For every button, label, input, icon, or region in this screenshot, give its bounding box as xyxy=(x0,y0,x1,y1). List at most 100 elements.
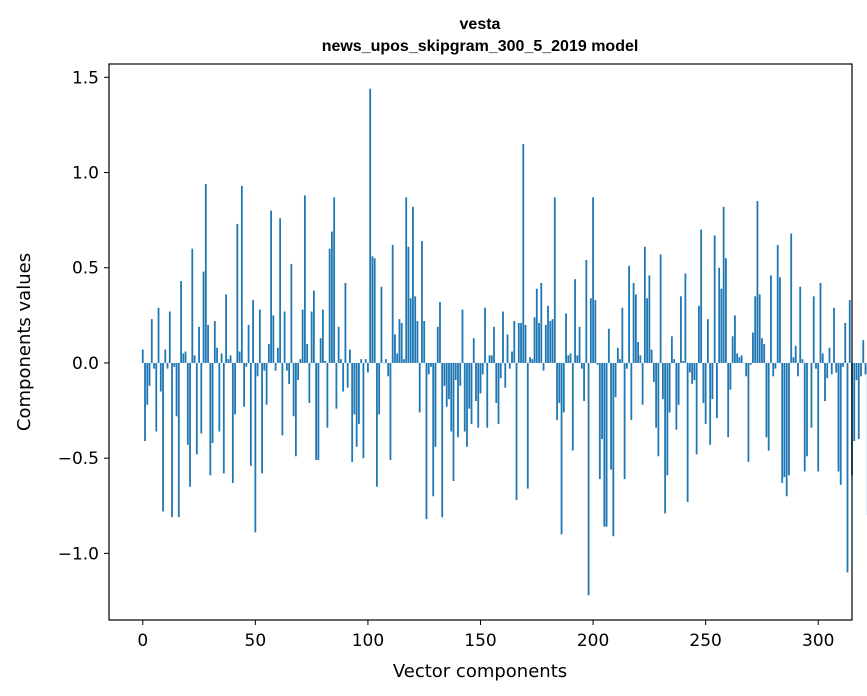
bar xyxy=(826,362,829,379)
bar xyxy=(159,362,162,392)
bar xyxy=(567,355,570,363)
bar xyxy=(684,273,687,363)
bar xyxy=(191,248,194,363)
bar xyxy=(360,359,363,363)
bar xyxy=(319,338,322,363)
bar xyxy=(544,324,547,363)
bar xyxy=(702,362,705,403)
bar xyxy=(643,246,646,363)
bar xyxy=(632,282,635,363)
bar xyxy=(623,362,626,480)
bar xyxy=(432,362,435,497)
y-tick-label: 0.0 xyxy=(72,354,99,374)
bar xyxy=(803,362,806,472)
bar xyxy=(321,309,324,363)
bar xyxy=(571,362,574,451)
bar xyxy=(155,362,158,432)
x-tick-label: 50 xyxy=(245,631,267,651)
bar xyxy=(454,362,457,381)
bar xyxy=(569,353,572,363)
bar xyxy=(713,235,716,363)
bar xyxy=(709,362,712,445)
bar xyxy=(349,349,351,363)
x-tick-label: 100 xyxy=(352,631,384,651)
bar xyxy=(427,362,430,375)
bar xyxy=(848,300,851,363)
bar xyxy=(418,362,421,413)
bar xyxy=(270,210,273,363)
bar xyxy=(526,362,529,489)
bar xyxy=(166,362,169,369)
y-axis-ticks: −1.0 −0.5 0.0 0.5 1.0 1.5 xyxy=(58,68,109,564)
bar xyxy=(243,362,245,407)
bar xyxy=(718,267,721,363)
bar xyxy=(461,309,464,363)
bar xyxy=(691,362,694,384)
bar xyxy=(385,359,387,363)
bar xyxy=(421,241,423,363)
bar xyxy=(648,275,651,363)
bar xyxy=(857,362,860,440)
bar xyxy=(670,336,673,363)
bar xyxy=(378,362,381,415)
bar xyxy=(562,362,565,413)
bar xyxy=(520,322,522,363)
bar xyxy=(213,321,216,363)
bar xyxy=(434,362,437,447)
bar xyxy=(364,359,367,363)
bar xyxy=(673,359,676,363)
bar xyxy=(621,307,624,363)
bar xyxy=(195,362,198,455)
bar xyxy=(310,311,313,363)
bar xyxy=(218,362,221,432)
bar xyxy=(774,362,777,369)
bar xyxy=(603,362,606,527)
bar xyxy=(486,362,489,428)
bar xyxy=(236,223,239,363)
bar xyxy=(281,362,284,436)
bar xyxy=(222,362,225,474)
bar xyxy=(279,218,282,363)
bar xyxy=(484,307,486,363)
bar xyxy=(682,361,685,363)
bar xyxy=(328,248,331,363)
bar xyxy=(144,362,146,442)
bar xyxy=(452,362,455,481)
bar xyxy=(463,362,466,432)
bar xyxy=(414,296,417,363)
bar xyxy=(704,362,707,424)
bar xyxy=(346,362,349,388)
bar xyxy=(182,353,185,363)
bar xyxy=(650,349,653,363)
bar xyxy=(833,307,835,363)
bar xyxy=(607,328,610,363)
bar xyxy=(481,362,484,375)
y-tick-label: 1.5 xyxy=(72,68,99,88)
bar xyxy=(209,362,212,476)
y-tick-label: −0.5 xyxy=(58,449,99,469)
bar xyxy=(245,362,248,367)
bar xyxy=(292,362,295,417)
bar xyxy=(342,362,345,392)
bar xyxy=(263,362,266,371)
bar xyxy=(551,319,554,363)
chart-title-line1: vesta xyxy=(460,16,501,33)
bar xyxy=(400,322,403,363)
y-tick-label: 1.0 xyxy=(72,164,99,184)
bar xyxy=(824,362,826,402)
bar xyxy=(574,279,576,363)
bar xyxy=(646,298,649,363)
bar xyxy=(150,319,153,363)
bar xyxy=(272,315,275,363)
bar xyxy=(362,362,365,459)
bar xyxy=(722,206,725,363)
bar xyxy=(736,353,739,363)
bar xyxy=(220,353,223,363)
bar xyxy=(315,362,318,461)
bar xyxy=(637,342,640,363)
bar xyxy=(470,362,473,424)
bar xyxy=(837,362,840,472)
bar xyxy=(612,362,615,537)
bar xyxy=(815,362,817,369)
bar xyxy=(234,362,236,415)
